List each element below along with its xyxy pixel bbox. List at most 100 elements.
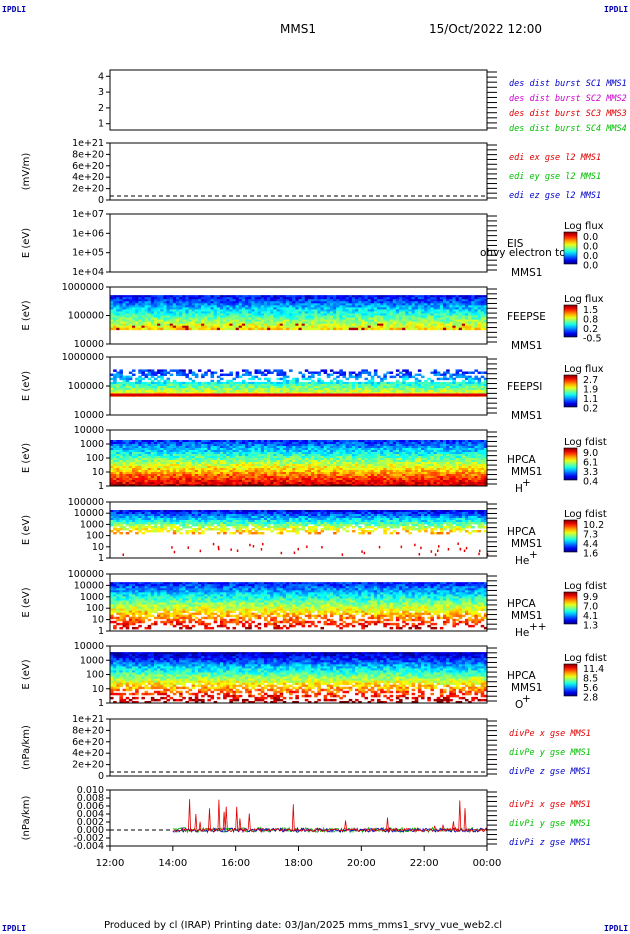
spectrogram-cell: [197, 392, 202, 395]
spectrogram-cell: [113, 386, 117, 389]
spectrogram-cell: [282, 317, 287, 320]
spectrogram-cell: [226, 319, 230, 323]
spectrogram-cell: [430, 386, 434, 389]
spectrogram-cell: [311, 307, 315, 310]
spectrogram-cell: [380, 303, 384, 306]
spectrogram-cell: [364, 327, 369, 331]
spectrogram-cell: [153, 305, 158, 308]
spectrogram-cell: [348, 317, 353, 320]
spectrogram-cell: [235, 386, 240, 389]
spectrogram-cell: [166, 319, 171, 323]
spectrogram-cell: [166, 392, 171, 395]
spectrogram-cell: [436, 303, 441, 306]
spectrogram-cell: [336, 303, 340, 306]
spectrogram-cell: [461, 297, 466, 300]
spectrogram-cell: [386, 303, 391, 306]
spectrogram-cell: [439, 299, 444, 302]
spectrogram-cell: [436, 327, 441, 331]
spectrogram-cell: [474, 319, 478, 323]
spectrogram-cell: [270, 390, 274, 393]
spectrogram-cell: [276, 321, 281, 325]
spectrogram-cell: [153, 313, 158, 316]
spectrogram-cell: [443, 315, 447, 318]
spectrogram-cell: [197, 323, 202, 327]
colorbar: [563, 374, 578, 408]
spectrogram-cell: [147, 388, 152, 391]
spectrogram-cell: [144, 373, 149, 377]
spectrogram-cell: [113, 470, 117, 473]
spectrogram-cell: [452, 321, 456, 325]
spectrogram-cell: [471, 303, 475, 306]
spectrogram-cell: [279, 369, 284, 372]
spectrogram-cell: [351, 323, 356, 327]
spectrogram-cell: [235, 317, 240, 320]
spectrogram-cell: [144, 375, 149, 379]
spectrogram-cell: [273, 301, 277, 304]
spectrogram-cell: [128, 476, 133, 479]
spectrogram-cell: [248, 373, 252, 377]
spectrogram-cell: [207, 369, 211, 372]
spectrogram-cell: [141, 315, 145, 318]
spectrogram-cell: [122, 452, 127, 455]
spectrogram-cell: [201, 299, 205, 302]
spectrogram-cell: [241, 311, 246, 314]
spectrogram-cell: [128, 307, 133, 310]
spectrogram-cell: [226, 325, 230, 329]
spectrogram-cell: [358, 303, 362, 306]
spectrogram-cell: [358, 315, 362, 318]
spectrogram-cell: [474, 388, 478, 391]
spectrogram-cell: [270, 325, 274, 329]
spectrogram-cell: [207, 301, 211, 304]
spectrogram-cell: [260, 381, 265, 385]
spectrogram-cell: [449, 319, 453, 323]
spectrogram-cell: [427, 323, 431, 327]
spectrogram-cell: [223, 295, 227, 298]
spectrogram-cell: [474, 299, 478, 302]
spectrogram-cell: [113, 383, 117, 387]
spectrogram-cell: [465, 299, 469, 302]
spectrogram-cell: [128, 392, 133, 395]
spectrogram-cell: [468, 321, 472, 325]
spectrogram-cell: [427, 327, 431, 331]
spectrogram-cell: [361, 325, 365, 329]
spectrogram-cell: [119, 390, 123, 393]
spectrogram-cell: [433, 301, 438, 304]
spectrogram-cell: [392, 325, 397, 329]
spectrogram-cell: [345, 325, 350, 329]
spectrogram-cell: [395, 319, 400, 323]
spectrogram-cell: [163, 327, 167, 331]
spectrogram-cell: [424, 311, 428, 314]
spectrogram-cell: [483, 325, 488, 329]
spectrogram-cell: [245, 381, 249, 385]
spectrogram-cell: [358, 327, 362, 331]
spectrogram-cell: [301, 311, 306, 314]
spectrogram-cell: [260, 311, 265, 314]
spectrogram-cell: [443, 386, 447, 389]
spectrogram-cell: [364, 313, 369, 316]
spectrogram-cell: [119, 446, 123, 449]
spectrogram-cell: [474, 390, 478, 393]
spectrogram-cell: [383, 307, 387, 310]
spectrogram-cell: [402, 321, 406, 325]
spectrogram-cell: [355, 375, 359, 379]
spectrogram-cell: [373, 303, 378, 306]
spectrogram-cell: [257, 377, 262, 381]
spectrogram-cell: [131, 317, 136, 320]
spectrogram-cell: [138, 295, 142, 298]
spectrogram-cell: [273, 313, 277, 316]
spectrogram-cell: [395, 325, 400, 329]
spectrogram-cell: [153, 311, 158, 314]
spectrogram-cell: [399, 309, 403, 312]
spectrogram-cell: [461, 321, 466, 325]
spacecraft-label: MMS1: [511, 340, 542, 352]
spectrogram-cell: [119, 452, 123, 455]
spectrogram-cell: [326, 381, 331, 385]
spectrogram-cell: [131, 323, 136, 327]
spectrogram-cell: [125, 476, 130, 479]
spectrogram-cell: [197, 301, 202, 304]
spectrogram-cell: [430, 297, 434, 300]
spectrogram-cell: [285, 381, 290, 385]
spectrogram-cell: [163, 307, 167, 310]
spectrogram-cell: [411, 375, 416, 379]
spectrogram-cell: [383, 383, 387, 387]
